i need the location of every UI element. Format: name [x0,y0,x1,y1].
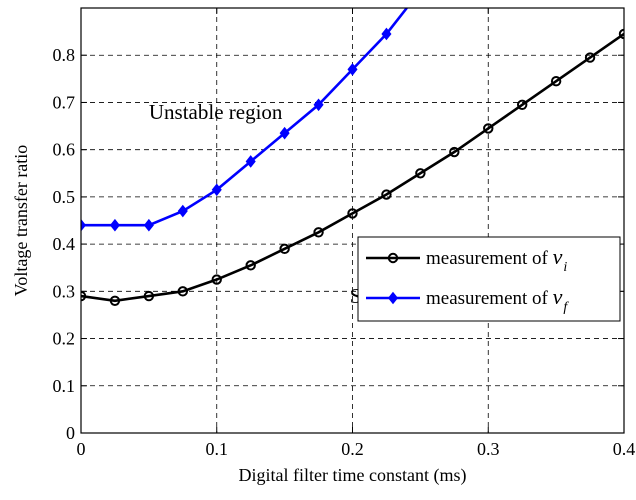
circle-marker [347,208,358,219]
circle-marker [449,146,460,158]
series-f [81,8,408,232]
series-layer [81,8,624,306]
region-annotation: Unstable region [149,100,283,124]
y-axis-label: Voltage transfer ratio [11,145,31,297]
circle-marker [550,75,562,87]
legend-box [357,236,621,322]
axis-ticks: 0 0.1 0.2 0.3 0.4 0 0.1 0.2 0.3 0.4 0.5 0.6 0.7 0.8 [53,8,636,459]
x-axis-label: Digital filter time constant (ms) [239,465,467,486]
diamond-marker [387,291,399,305]
circle-marker [143,290,155,302]
circle-marker [584,52,596,63]
circle-marker [211,274,222,285]
series-line [81,32,624,303]
circle-marker [279,243,290,255]
circle-marker [381,189,392,200]
legend-label: measurement of vf [426,284,569,315]
circle-marker [387,252,399,264]
diamond-marker [81,218,87,232]
diamond-marker [177,204,188,218]
y-tick-label: 0.8 [53,45,76,65]
y-tick-label: 0.6 [53,140,76,160]
y-tick-label: 0.2 [53,329,76,349]
circle-marker [245,260,256,271]
y-tick-label: 0.3 [53,281,76,301]
y-tick-label: 0.5 [53,187,76,207]
diamond-marker [245,155,256,168]
diamond-marker [279,126,290,140]
circle-marker [177,286,189,297]
diamond-marker [211,183,222,197]
circle-marker [483,123,494,134]
y-tick-label: 0.1 [53,376,76,396]
circle-marker [415,168,426,179]
x-tick-label: 0.4 [613,439,636,459]
x-tick-label: 0.2 [341,439,364,459]
diamond-marker [143,218,154,232]
legend-entry: measurement of vi [366,244,567,275]
circle-marker [313,227,324,238]
diamond-marker [313,98,324,112]
y-tick-label: 0.7 [53,92,76,112]
x-tick-label: 0.1 [206,439,229,459]
legend-label: measurement of vi [426,244,567,275]
diamond-marker [109,218,120,232]
circle-marker [516,99,528,111]
circle-marker [109,295,121,306]
legend: measurement of vi measurement of vf [357,236,621,322]
grid-lines [81,8,624,433]
legend-entry: measurement of vf [366,284,569,315]
x-tick-label: 0 [77,439,86,459]
diamond-marker [347,63,358,76]
y-tick-label: 0.4 [53,234,76,254]
y-tick-label: 0 [66,423,75,443]
diamond-marker [381,27,392,41]
x-tick-label: 0.3 [477,439,500,459]
series-i [81,28,624,306]
